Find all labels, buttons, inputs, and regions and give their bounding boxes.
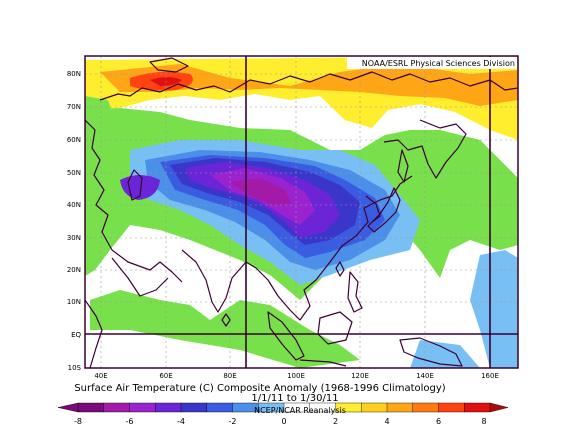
lon-label: 120E xyxy=(351,372,369,380)
coast-sakhalin xyxy=(397,149,409,183)
lat-label: 30N xyxy=(67,234,81,242)
coastlines xyxy=(85,57,518,368)
coast-new-guinea xyxy=(399,337,463,367)
reference-lines xyxy=(85,56,518,368)
cold-green-arctic-north xyxy=(85,96,112,118)
colorbar-tick-labels: -8 -6 -4 -2 0 2 4 6 8 xyxy=(74,417,487,426)
coast-middle-east xyxy=(111,249,183,283)
coast-india xyxy=(181,249,257,313)
lon-label: 100E xyxy=(287,372,305,380)
anomaly-fields xyxy=(85,56,518,368)
coast-africa xyxy=(85,299,103,368)
coast-java xyxy=(299,359,347,367)
lat-label: 10N xyxy=(67,298,81,306)
lat-label: 50N xyxy=(67,169,81,177)
lon-label: 160E xyxy=(481,372,499,380)
colorbar-swatch xyxy=(103,402,130,413)
lat-label: 70N xyxy=(67,103,81,111)
cold-green-india xyxy=(90,290,360,368)
coast-sumatra xyxy=(267,311,305,361)
colorbar-swatch xyxy=(386,402,414,413)
colorbar-tick-label: 8 xyxy=(481,417,486,426)
coast-arctic xyxy=(99,71,518,101)
colorbar-tick-label: -6 xyxy=(126,417,134,426)
map-date-range: 1/1/11 to 1/30/11 xyxy=(251,393,338,404)
lon-label: 40E xyxy=(94,372,107,380)
map-frame xyxy=(84,55,519,369)
colorbar-tick-label: 4 xyxy=(384,417,389,426)
colorbar-tick-label: -4 xyxy=(177,417,185,426)
lat-label: EQ xyxy=(71,331,81,339)
coast-korea xyxy=(365,195,381,223)
colorbar-arrow-right xyxy=(489,402,509,413)
cold-light-blue-pacific xyxy=(470,250,518,368)
lon-label: 80E xyxy=(223,372,236,380)
coast-kamchatka xyxy=(383,119,467,179)
lat-label: 80N xyxy=(67,70,81,78)
colorbar-tick-label: 6 xyxy=(436,417,441,426)
credit-text: NOAA/ESRL Physical Sciences Division xyxy=(362,59,515,68)
colorbar-swatch xyxy=(438,402,465,413)
colorbar-swatch xyxy=(464,402,491,413)
colorbar-tick-label: -8 xyxy=(74,417,82,426)
lat-label: 40N xyxy=(67,201,81,209)
lat-label: 20N xyxy=(67,266,81,274)
coast-japan xyxy=(367,187,401,233)
lon-label: 60E xyxy=(159,372,172,380)
lat-label: 60N xyxy=(67,136,81,144)
colorbar-swatch xyxy=(155,402,182,413)
credit-box xyxy=(347,57,517,69)
colorbar xyxy=(57,402,509,413)
source-text: NCEP/NCAR Reanalysis xyxy=(254,406,346,415)
coast-arabia xyxy=(111,257,169,297)
longitude-labels: 40E 60E 80E 100E 120E 140E 160E xyxy=(94,372,499,380)
colorbar-swatch xyxy=(129,402,156,413)
coast-sri-lanka xyxy=(221,313,231,327)
colorbar-tick-label: -2 xyxy=(229,417,237,426)
coast-europe xyxy=(85,119,113,251)
latitude-labels: 80N 70N 60N 50N 40N 30N 20N 10N EQ 10S xyxy=(67,70,82,372)
coast-taiwan xyxy=(335,261,345,277)
colorbar-tick-label: 0 xyxy=(281,417,286,426)
colorbar-swatch xyxy=(180,402,208,413)
colorbar-arrow-left xyxy=(57,402,79,413)
colorbar-swatch xyxy=(206,402,233,413)
colorbar-swatch xyxy=(361,402,388,413)
map-title: Surface Air Temperature (C) Composite An… xyxy=(74,383,445,394)
coast-caspian xyxy=(127,169,143,201)
lat-label: 10S xyxy=(68,364,82,372)
warm-orange-arctic xyxy=(100,64,518,106)
coast-novaya-zemlya xyxy=(149,57,189,73)
coast-philippines xyxy=(347,271,363,313)
lon-label: 140E xyxy=(416,372,434,380)
colorbar-swatch xyxy=(77,402,105,413)
colorbar-tick-label: 2 xyxy=(333,417,338,426)
colorbar-swatch xyxy=(412,402,439,413)
coast-southeast-asia xyxy=(255,175,413,321)
